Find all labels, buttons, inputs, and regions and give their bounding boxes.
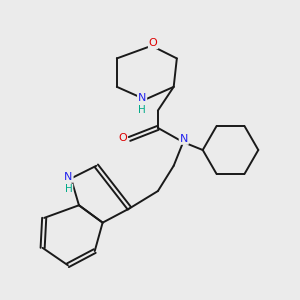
Text: O: O (118, 133, 127, 143)
Text: N: N (138, 93, 146, 103)
Text: H: H (65, 184, 72, 194)
Text: O: O (149, 38, 158, 48)
Text: H: H (138, 105, 146, 115)
Text: N: N (64, 172, 73, 182)
Text: N: N (180, 134, 188, 144)
